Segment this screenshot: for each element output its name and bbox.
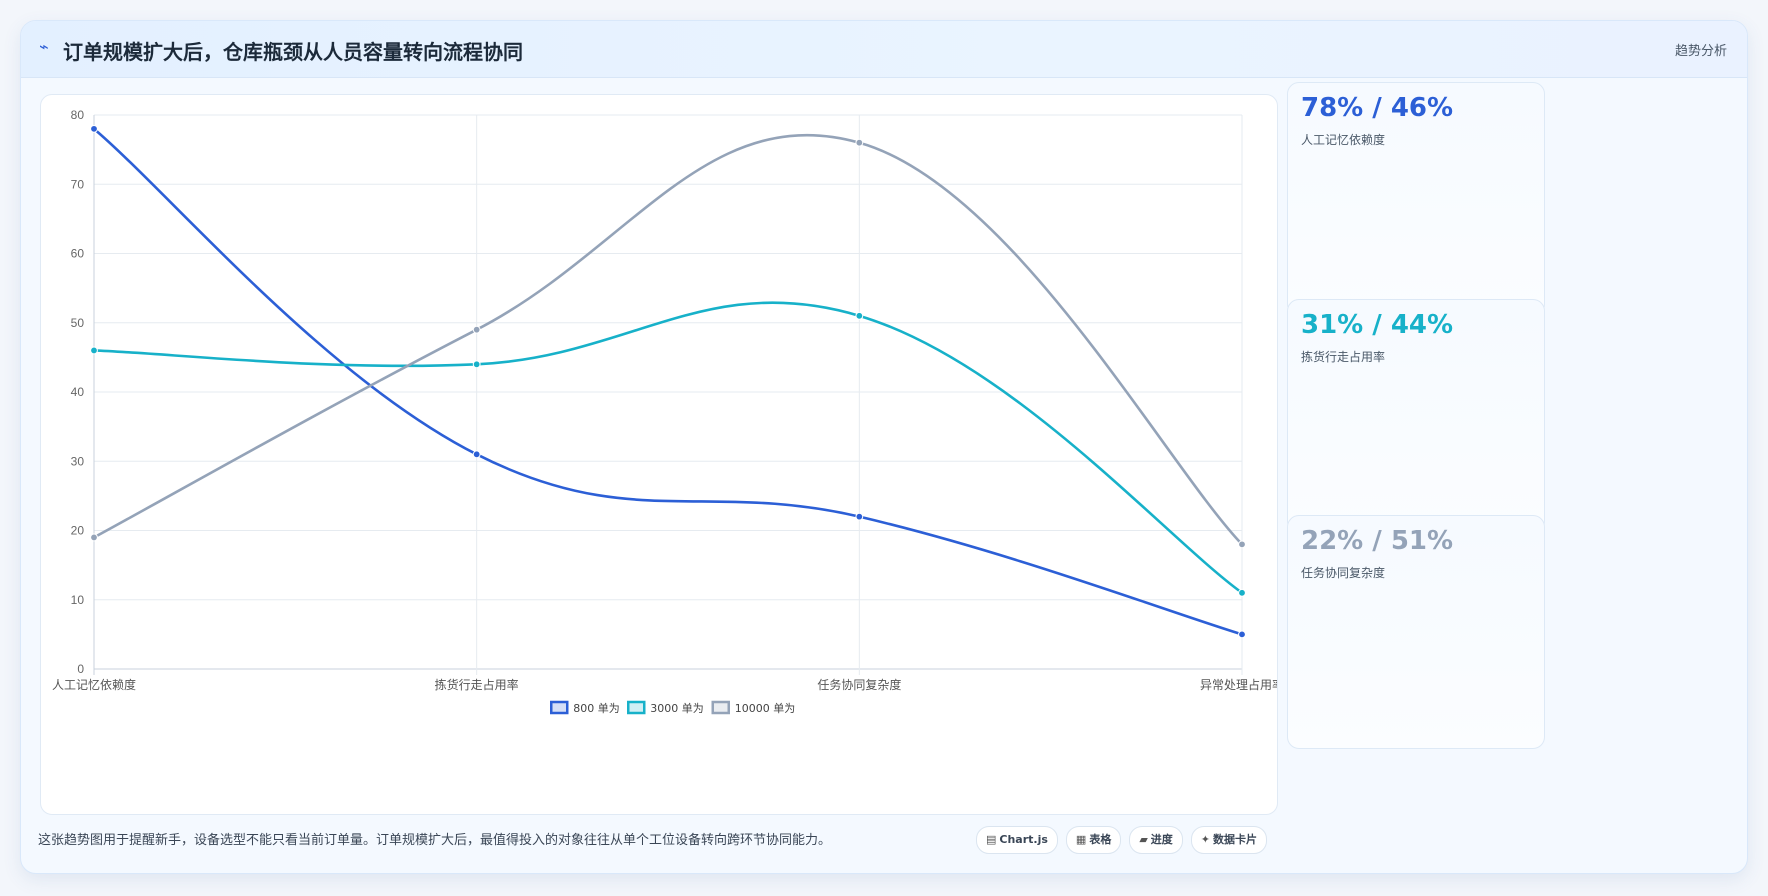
- trend-line-icon: ⌁: [39, 37, 49, 56]
- progress-icon: ▰: [1139, 833, 1148, 846]
- chart-description: 这张趋势图用于提醒新手，设备选型不能只看当前订单量。订单规模扩大后，最值得投入的…: [38, 833, 832, 848]
- kpi-card-1: 78% / 46% 人工记忆依赖度: [1287, 82, 1545, 316]
- kpi-card-3: 22% / 51% 任务协同复杂度: [1287, 515, 1545, 749]
- legend-label: 800 单为: [573, 702, 620, 715]
- y-tick-label: 10: [71, 593, 85, 607]
- series-line: [93, 133, 1243, 546]
- chart-icon: ▤: [986, 833, 997, 846]
- y-tick-label: 0: [77, 662, 84, 676]
- y-tick-label: 20: [71, 524, 85, 538]
- legend-swatch: [627, 700, 646, 715]
- page-title: 订单规模扩大后，仓库瓶颈从人员容量转向流程协同: [63, 40, 523, 64]
- data-point: [1238, 588, 1246, 597]
- kpi-value: 31% / 44%: [1301, 310, 1454, 340]
- card-icon: ✦: [1200, 833, 1211, 846]
- chip-label: 进度: [1150, 833, 1173, 846]
- legend-label: 3000 单为: [650, 702, 704, 715]
- legend-label: 10000 单为: [735, 702, 796, 715]
- y-tick-label: 70: [71, 177, 85, 191]
- tech-chips: ▤ Chart.js ▦ 表格 ▰ 进度 ✦ 数据卡片: [976, 826, 1268, 854]
- y-tick-label: 60: [71, 247, 85, 261]
- kpi-label: 人工记忆依赖度: [1301, 133, 1386, 147]
- y-tick-label: 80: [71, 108, 85, 122]
- kpi-label: 任务协同复杂度: [1301, 566, 1386, 580]
- y-tick-label: 50: [71, 316, 85, 330]
- data-point: [472, 360, 481, 369]
- x-tick-label: 任务协同复杂度: [817, 677, 901, 692]
- data-point: [855, 512, 864, 521]
- chip-table[interactable]: ▦ 表格: [1065, 826, 1122, 854]
- dashboard-panel: ⌁ 订单规模扩大后，仓库瓶颈从人员容量转向流程协同 趋势分析 0 10 20 30 40…: [20, 20, 1748, 874]
- kpi-card-2: 31% / 44% 拣货行走占用率: [1287, 299, 1545, 533]
- y-tick-label: 30: [71, 454, 85, 468]
- data-point: [90, 346, 98, 355]
- data-point: [855, 311, 864, 320]
- x-tick-label: 拣货行走占用率: [435, 677, 519, 692]
- series-line: [93, 127, 1243, 636]
- data-point: [90, 124, 98, 133]
- data-point: [90, 533, 98, 542]
- data-point: [472, 450, 481, 459]
- kpi-label: 拣货行走占用率: [1301, 350, 1386, 364]
- chart-card: 0 10 20 30 40 50 60 70 80 人工记忆依赖度 拣货行走占用率 任务协同复杂度 异常…: [40, 94, 1278, 815]
- data-point: [472, 325, 481, 334]
- y-tick-label: 40: [71, 385, 85, 399]
- panel-header: ⌁ 订单规模扩大后，仓库瓶颈从人员容量转向流程协同 趋势分析: [21, 21, 1747, 78]
- x-tick-label: 异常处理占用率: [1200, 677, 1277, 692]
- chip-label: Chart.js: [999, 833, 1048, 846]
- legend-swatch: [711, 700, 730, 715]
- kpi-value: 22% / 51%: [1301, 526, 1454, 556]
- chip-chartjs[interactable]: ▤ Chart.js: [976, 826, 1058, 854]
- analysis-tag: 趋势分析: [1674, 44, 1727, 59]
- data-point: [1238, 540, 1246, 549]
- kpi-value: 78% / 46%: [1301, 93, 1454, 123]
- data-point: [855, 138, 864, 147]
- series-line: [93, 301, 1243, 594]
- chip-label: 表格: [1089, 833, 1112, 846]
- chip-label: 数据卡片: [1213, 833, 1258, 846]
- table-icon: ▦: [1075, 833, 1087, 846]
- chip-data-card[interactable]: ✦ 数据卡片: [1190, 826, 1268, 854]
- line-chart: 0 10 20 30 40 50 60 70 80 人工记忆依赖度 拣货行走占用率 任务协同复杂度 异常…: [52, 108, 1277, 715]
- chip-progress[interactable]: ▰ 进度: [1129, 826, 1183, 854]
- legend-swatch: [550, 700, 569, 715]
- data-point: [1238, 630, 1246, 639]
- x-tick-label: 人工记忆依赖度: [52, 677, 136, 692]
